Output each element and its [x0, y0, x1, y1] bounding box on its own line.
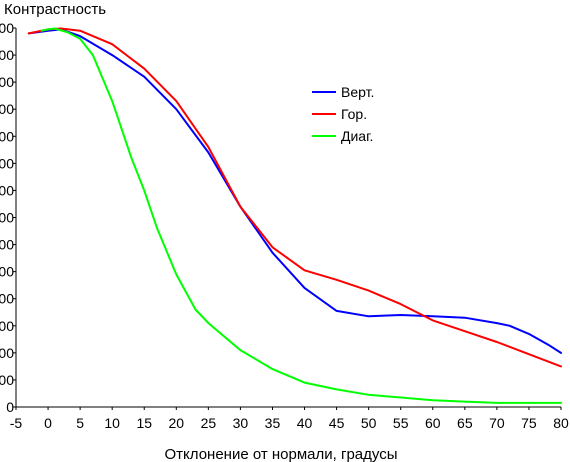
legend-label: Верт.: [341, 84, 374, 100]
y-tick-label: 900: [0, 155, 14, 171]
y-tick-label: 1200: [0, 74, 14, 90]
x-tick-label: 5: [76, 415, 84, 431]
x-tick-label: 70: [489, 415, 505, 431]
x-tick-label: -5: [10, 415, 23, 431]
x-tick-label: 75: [521, 415, 537, 431]
y-tick-label: 0: [6, 399, 14, 415]
y-tick-label: 1000: [0, 128, 14, 144]
y-tick-label: 800: [0, 182, 14, 198]
x-ticks: -5 0 5 10 15 20 25 30 35 40 45 50 55 60 65 70 75 80: [10, 407, 569, 431]
x-tick-label: 30: [233, 415, 249, 431]
y-tick-label: 1300: [0, 47, 14, 63]
legend: Верт. Гор. Диаг.: [312, 84, 374, 144]
x-tick-label: 45: [329, 415, 345, 431]
y-tick-label: 300: [0, 318, 14, 334]
y-tick-label: 500: [0, 264, 14, 280]
x-tick-label: 25: [201, 415, 217, 431]
x-tick-label: 15: [136, 415, 152, 431]
y-tick-label: 200: [0, 345, 14, 361]
x-tick-label: 20: [169, 415, 185, 431]
y-ticks: 0 100 200 300 400 500 600 700 800 900 1000 1100 1200…: [0, 20, 16, 415]
series-line-1: [27, 28, 562, 354]
y-tick-label: 600: [0, 237, 14, 253]
x-tick-label: 40: [297, 415, 313, 431]
legend-label: Гор.: [341, 106, 367, 122]
x-tick-label: 0: [44, 415, 52, 431]
y-tick-label: 700: [0, 210, 14, 226]
axes: [15, 28, 561, 408]
x-tick-label: 80: [553, 415, 569, 431]
x-tick-label: 60: [425, 415, 441, 431]
x-axis-title: Отклонение от нормали, градусы: [165, 446, 398, 462]
y-tick-label: 1400: [0, 20, 14, 36]
y-tick-label: 1100: [0, 101, 14, 117]
y-axis-title: Контрастность: [4, 1, 106, 18]
x-tick-label: 10: [104, 415, 120, 431]
legend-label: Диаг.: [341, 128, 373, 144]
series-line-3: [40, 27, 562, 404]
x-tick-label: 55: [393, 415, 409, 431]
series-line-2: [27, 27, 562, 368]
x-tick-label: 65: [457, 415, 473, 431]
x-tick-label: 50: [361, 415, 377, 431]
y-tick-label: 100: [0, 372, 14, 388]
series-lines: [27, 27, 562, 404]
x-tick-label: 35: [265, 415, 281, 431]
y-tick-label: 400: [0, 291, 14, 307]
